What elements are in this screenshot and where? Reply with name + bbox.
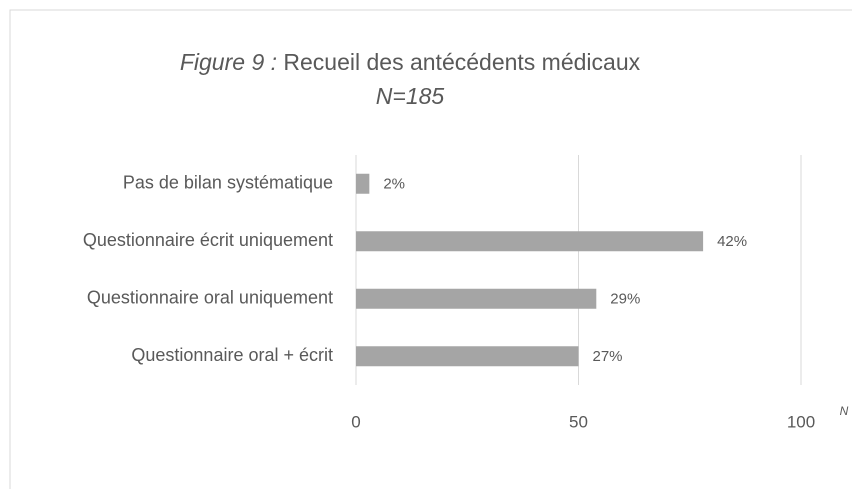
bar [356, 173, 370, 194]
chart-title: Figure 9 : Recueil des antécédents médic… [180, 49, 641, 75]
bar [356, 346, 579, 367]
x-tick-label: 0 [351, 412, 360, 431]
x-tick-label: 100 [787, 412, 815, 431]
chart-subtitle: N=185 [376, 83, 445, 109]
bar [356, 231, 704, 252]
x-tick-label: 50 [569, 412, 588, 431]
x-axis-label: N [840, 404, 849, 418]
value-label: 42% [717, 233, 747, 250]
value-label: 29% [610, 291, 640, 308]
y-tick-label: Questionnaire oral + écrit [131, 345, 333, 365]
bar [356, 288, 597, 309]
y-tick-label: Questionnaire écrit uniquement [83, 230, 333, 250]
title-label: Figure 9 : [180, 49, 277, 75]
y-tick-label: Questionnaire oral uniquement [87, 288, 333, 308]
value-label: 27% [593, 348, 623, 365]
title-text: Recueil des antécédents médicaux [283, 49, 640, 75]
y-tick-label: Pas de bilan systématique [123, 173, 333, 193]
chart-border [9, 9, 852, 489]
value-label: 2% [383, 176, 405, 193]
